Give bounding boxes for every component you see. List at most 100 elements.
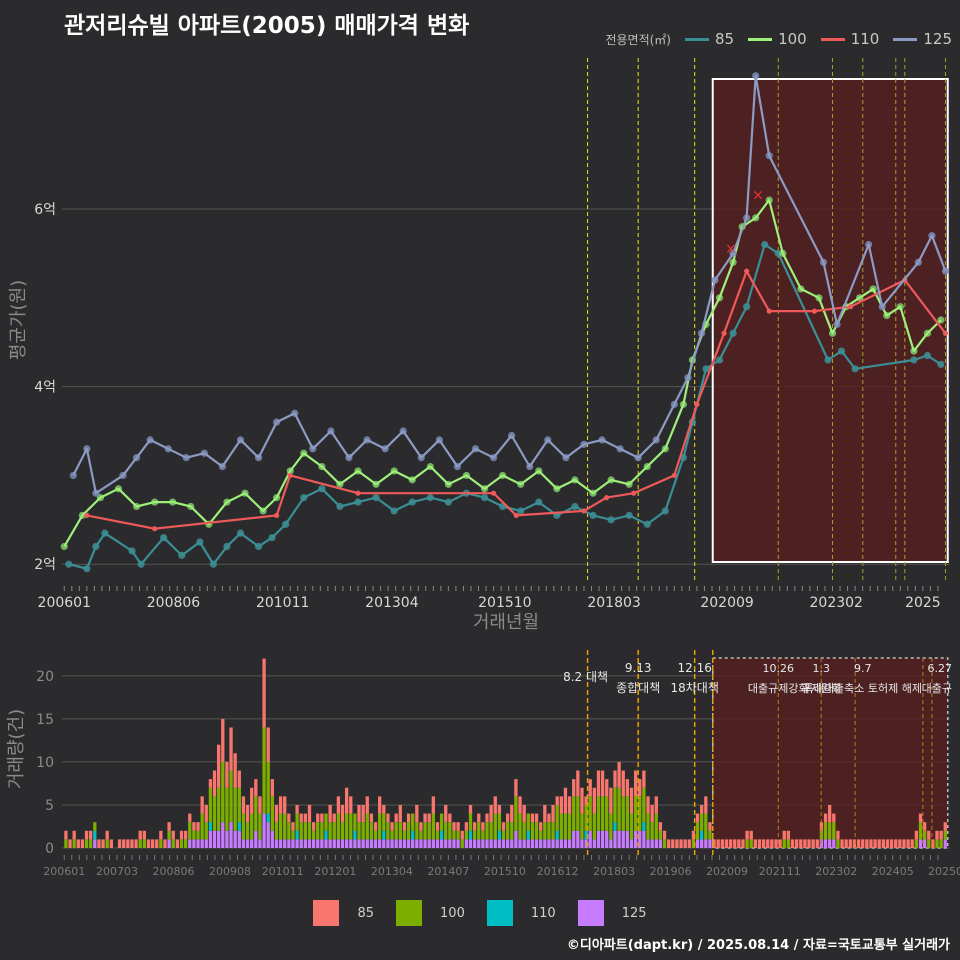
- volume-bar-85: [179, 830, 184, 840]
- policy-annotation-date: 10.26: [763, 662, 795, 675]
- volume-bar-125: [497, 839, 502, 848]
- price-x-tick-label: 201304: [365, 595, 419, 611]
- volume-bar-85: [390, 822, 394, 831]
- volume-bar-85: [629, 787, 634, 814]
- volume-bar-125: [349, 839, 353, 848]
- volume-x-tick-label: 200601: [43, 865, 85, 878]
- volume-bar-85: [646, 796, 650, 814]
- volume-bar-125: [270, 830, 274, 848]
- volume-bar-85: [683, 839, 687, 848]
- volume-bar-125: [563, 839, 568, 848]
- volume-bar-85: [423, 813, 427, 823]
- volume-bar-100: [534, 822, 539, 840]
- volume-bar-85: [600, 770, 605, 797]
- volume-bar-100: [823, 822, 828, 840]
- volume-bar-85: [303, 813, 308, 823]
- volume-bar-85: [398, 804, 402, 823]
- volume-bar-85: [245, 804, 250, 823]
- volume-bar-85: [522, 804, 526, 823]
- legend-line-110: [820, 37, 845, 41]
- volume-bar-100: [208, 787, 213, 823]
- volume-x-tick-label: 201011: [262, 865, 304, 878]
- volume-bar-100: [217, 787, 221, 831]
- volume-bar-85: [278, 796, 283, 814]
- volume-bar-100: [617, 787, 621, 831]
- volume-bar-85: [349, 796, 353, 814]
- volume-bar-125: [638, 830, 642, 848]
- price-x-tick-label: 202302: [810, 595, 863, 611]
- volume-bar-85: [448, 813, 452, 823]
- volume-bar-125: [373, 839, 378, 848]
- volume-bar-110: [382, 830, 386, 840]
- volume-bar-125: [266, 822, 270, 848]
- volume-bar-85: [84, 830, 89, 840]
- volume-bar-100: [221, 761, 225, 823]
- volume-bar-100: [357, 822, 361, 840]
- volume-bar-85: [501, 822, 506, 831]
- volume-bar-85: [167, 822, 171, 831]
- volume-bar-85: [270, 779, 274, 797]
- volume-bar-85: [373, 822, 378, 831]
- volume-bar-100: [278, 813, 283, 840]
- volume-bar-85: [662, 830, 667, 840]
- volume-y-tick-label: 0: [45, 841, 54, 857]
- volume-bar-125: [431, 839, 435, 848]
- volume-y-tick-label: 5: [45, 798, 54, 814]
- volume-bar-100: [427, 822, 431, 840]
- volume-bar-110: [411, 830, 415, 840]
- volume-bar-85: [633, 770, 638, 797]
- volume-bar-125: [217, 830, 221, 848]
- bar-legend-item-125: 125: [577, 900, 647, 926]
- volume-bar-125: [506, 839, 510, 848]
- volume-bar-85: [361, 804, 365, 823]
- volume-bar-100: [406, 822, 411, 840]
- volume-bar-85: [229, 727, 233, 771]
- volume-bar-85: [815, 839, 819, 848]
- volume-bar-85: [431, 796, 435, 814]
- volume-bar-85: [807, 839, 811, 848]
- volume-bar-125: [555, 839, 559, 848]
- volume-bar-85: [489, 804, 493, 823]
- volume-bar-85: [510, 804, 514, 823]
- volume-bar-85: [196, 822, 200, 831]
- volume-bar-85: [704, 796, 708, 814]
- volume-bar-85: [97, 839, 101, 848]
- volume-bar-85: [939, 830, 943, 840]
- volume-bar-100: [299, 822, 303, 840]
- source-footer: ©디아파트(dapt.kr) / 2025.08.14 / 자료=국토교통부 실…: [566, 938, 950, 953]
- volume-bar-125: [415, 839, 419, 848]
- volume-bar-85: [493, 796, 497, 814]
- volume-bar-100: [522, 822, 526, 840]
- volume-bar-100: [633, 796, 638, 831]
- volume-x-tick-label: 201407: [427, 865, 469, 878]
- volume-bar-85: [394, 813, 398, 823]
- volume-bar-125: [559, 839, 563, 848]
- volume-bar-100: [914, 839, 919, 848]
- volume-bar-100: [551, 822, 555, 840]
- bar-legend-item-100: 100: [396, 900, 465, 926]
- volume-bar-85: [774, 839, 778, 848]
- price-y-tick-label: 4억: [34, 380, 56, 396]
- volume-bar-85: [534, 813, 539, 823]
- volume-bar-125: [196, 839, 200, 848]
- volume-bar-100: [943, 830, 947, 840]
- volume-bar-85: [477, 813, 481, 823]
- volume-bar-85: [192, 822, 196, 831]
- volume-bar-100: [485, 822, 489, 840]
- volume-bar-100: [444, 822, 448, 840]
- bar-legend-swatch-125: [577, 900, 604, 926]
- volume-bar-85: [258, 796, 262, 814]
- volume-bar-85: [444, 804, 448, 823]
- volume-bar-125: [600, 830, 605, 848]
- volume-x-tick-label: 200703: [96, 865, 138, 878]
- volume-bar-100: [691, 839, 696, 848]
- volume-bar-85: [943, 822, 947, 831]
- volume-bar-85: [592, 787, 596, 814]
- volume-bar-85: [233, 753, 237, 788]
- volume-bar-100: [567, 813, 572, 840]
- volume-bar-125: [192, 839, 196, 848]
- volume-bar-125: [530, 839, 535, 848]
- volume-bar-85: [671, 839, 675, 848]
- volume-bar-100: [229, 770, 233, 823]
- volume-bar-85: [340, 804, 345, 823]
